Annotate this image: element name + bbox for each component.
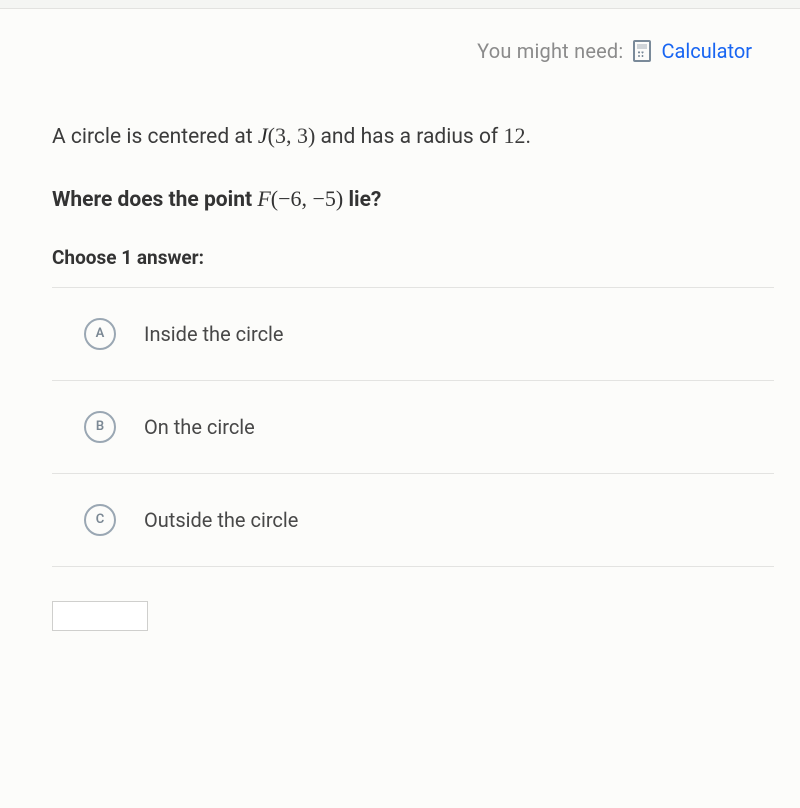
choice-radio-c[interactable]: C (84, 504, 116, 536)
question-prefix: Where does the point (52, 188, 257, 212)
tools-row: You might need: Calculator (0, 9, 800, 63)
question-line: Where does the point F(−6, −5) lie? (52, 186, 774, 212)
calculator-link[interactable]: Calculator (661, 39, 752, 63)
choice-radio-a[interactable]: A (84, 318, 116, 350)
answer-input-box[interactable] (52, 601, 148, 631)
stem-line-1: A circle is centered at J(3, 3) and has … (52, 119, 774, 154)
stem-prefix: A circle is centered at (52, 125, 258, 149)
question-suffix: lie? (343, 188, 381, 212)
choice-text-a: Inside the circle (144, 322, 284, 346)
choices-list: A Inside the circle B On the circle C Ou… (52, 287, 774, 567)
choice-text-b: On the circle (144, 415, 255, 439)
problem-content: A circle is centered at J(3, 3) and has … (0, 63, 800, 567)
choice-c[interactable]: C Outside the circle (52, 474, 774, 567)
point-var: F (257, 186, 270, 211)
choice-a[interactable]: A Inside the circle (52, 288, 774, 381)
choice-text-c: Outside the circle (144, 508, 298, 532)
choice-radio-b[interactable]: B (84, 411, 116, 443)
stem-suffix: . (525, 125, 531, 149)
stem-mid: and has a radius of (315, 125, 503, 149)
point-coords: (−6, −5) (271, 186, 343, 211)
choice-b[interactable]: B On the circle (52, 381, 774, 474)
center-var: J (258, 123, 268, 148)
choose-label: Choose 1 answer: (52, 246, 774, 269)
exercise-page: You might need: Calculator A circle is c… (0, 8, 800, 808)
calculator-icon[interactable] (633, 40, 651, 62)
radius-value: 12 (503, 123, 525, 148)
you-might-need-label: You might need: (477, 39, 623, 63)
center-coords: (3, 3) (268, 123, 316, 148)
